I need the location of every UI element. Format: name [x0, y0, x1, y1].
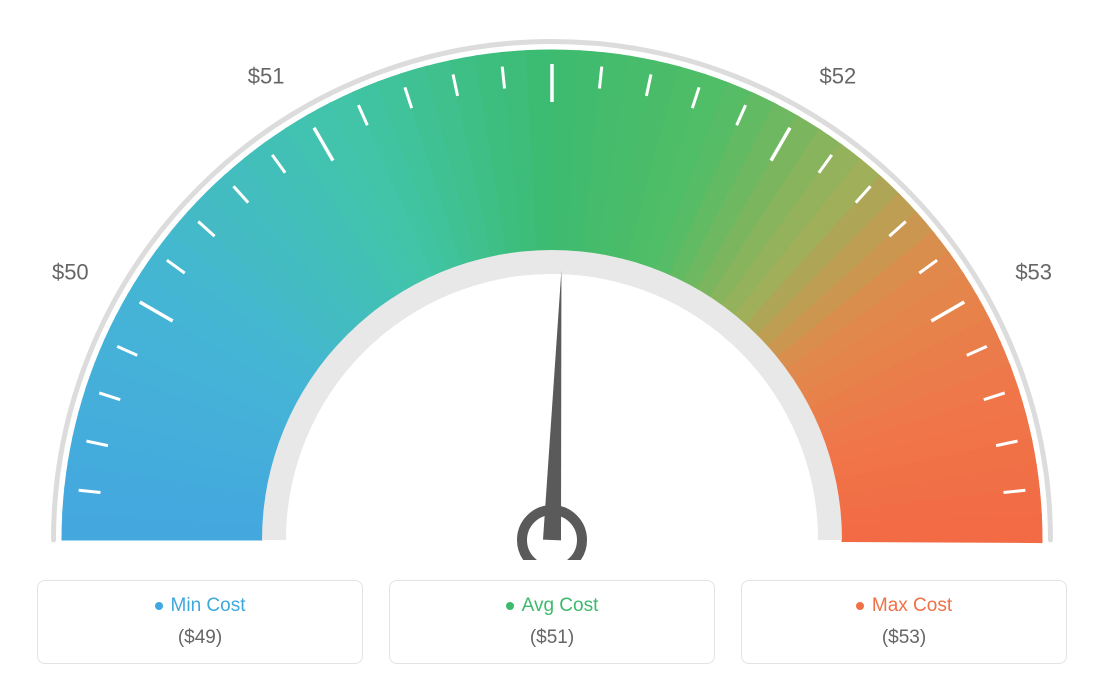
legend-dot-icon: [155, 602, 163, 610]
cost-gauge: $49$50$51$51$52$53$53: [20, 20, 1084, 560]
legend-label: Avg Cost: [522, 595, 599, 617]
legend-card-max: Max Cost ($53): [741, 580, 1067, 664]
legend-card-min: Min Cost ($49): [37, 580, 363, 664]
legend-dot-icon: [506, 602, 514, 610]
legend-row: Min Cost ($49) Avg Cost ($51) Max Cost ($53): [20, 580, 1084, 664]
legend-value: ($53): [882, 627, 926, 649]
legend-title: Max Cost: [856, 595, 952, 617]
legend-value: ($49): [178, 627, 222, 649]
gauge-svg: $49$50$51$51$52$53$53: [20, 20, 1084, 560]
legend-dot-icon: [856, 602, 864, 610]
gauge-scale-label: $51: [248, 64, 285, 89]
gauge-scale-label: $52: [820, 64, 857, 89]
legend-label: Min Cost: [171, 595, 246, 617]
legend-title: Min Cost: [155, 595, 246, 617]
legend-value: ($51): [530, 627, 574, 649]
legend-label: Max Cost: [872, 595, 952, 617]
legend-card-avg: Avg Cost ($51): [389, 580, 715, 664]
gauge-needle: [543, 270, 561, 540]
legend-title: Avg Cost: [506, 595, 599, 617]
gauge-scale-label: $50: [52, 260, 89, 285]
gauge-scale-label: $53: [1015, 260, 1052, 285]
